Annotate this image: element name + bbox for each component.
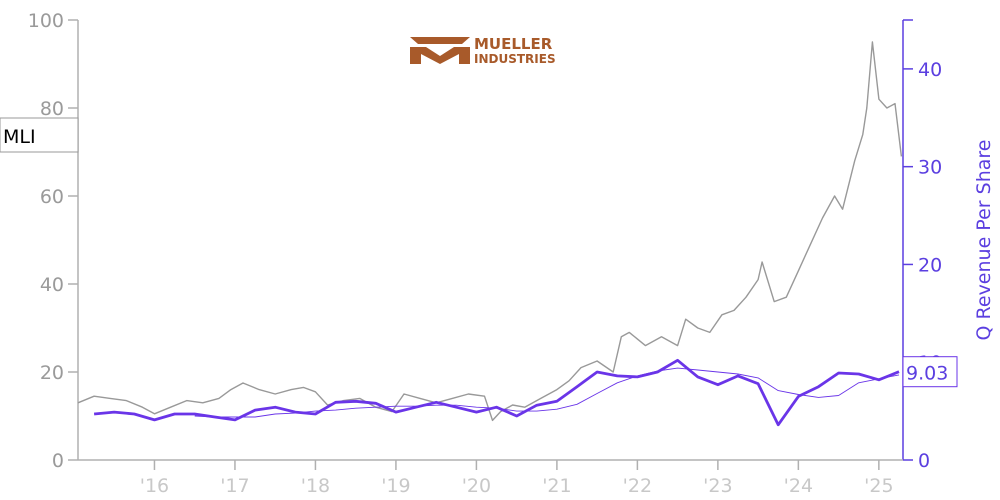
x-axis-tick-label: '24 (784, 475, 813, 497)
left-axis-tick-label: 100 (28, 10, 64, 32)
x-axis-tick-label: '25 (864, 475, 893, 497)
ticker-tag: MLI (0, 117, 79, 153)
plot-area (77, 41, 903, 427)
x-axis-tick-label: '20 (462, 475, 491, 497)
left-axis-tick-label: 40 (40, 274, 64, 296)
left-axis-tick-label: 0 (52, 450, 64, 472)
ticker-tag-label: MLI (3, 126, 36, 148)
right-axis-tick-label: 40 (918, 59, 942, 81)
right-axis-tick-label: 20 (918, 254, 942, 276)
price-series-line (77, 41, 903, 422)
quarterly-revenue-per-share-line (93, 358, 900, 427)
x-axis-tick-label: '22 (623, 475, 652, 497)
mueller-logo: MUELLER INDUSTRIES (410, 35, 556, 66)
x-axis-tick-label: '18 (301, 475, 330, 497)
x-axis-tick-label: '19 (381, 475, 410, 497)
logo-line1: MUELLER (474, 35, 553, 53)
right-axis-tick-label: 30 (918, 157, 942, 179)
axes: 020406080100010203040Q Revenue Per Share… (28, 10, 995, 497)
right-axis-tick-label: 0 (918, 450, 930, 472)
right-axis-label: Q Revenue Per Share (973, 140, 995, 341)
last-value-tag-label: 9.03 (906, 363, 948, 385)
logo-mark-icon (410, 37, 470, 64)
left-axis-tick-label: 60 (40, 186, 64, 208)
logo-line2: INDUSTRIES (474, 52, 556, 66)
x-axis-tick-label: '17 (220, 475, 249, 497)
x-axis-tick-label: '23 (703, 475, 732, 497)
x-axis-tick-label: '16 (140, 475, 169, 497)
x-axis-tick-label: '21 (542, 475, 571, 497)
left-axis-tick-label: 20 (40, 362, 64, 384)
last-value-tag: 9.03 (902, 356, 958, 388)
left-axis-tick-label: 80 (40, 98, 64, 120)
revenue-per-share-trend-line (194, 367, 900, 418)
